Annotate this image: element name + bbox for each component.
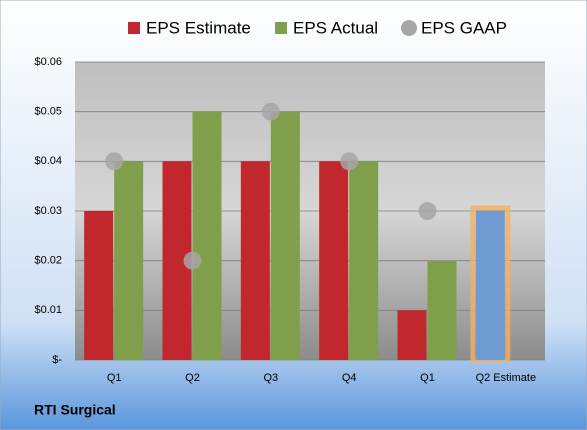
bar	[397, 310, 427, 360]
y-tick-label: $0.02	[34, 255, 62, 267]
legend-label: EPS GAAP	[421, 18, 507, 37]
footer: RTI Surgical	[34, 402, 116, 418]
bar	[270, 111, 300, 361]
gaap-marker	[340, 152, 359, 171]
legend-swatch	[275, 22, 287, 34]
legend-label: EPS Estimate	[146, 18, 251, 37]
x-tick-label: Q3	[263, 372, 278, 384]
y-tick-label: $0.05	[34, 106, 62, 118]
bar	[319, 161, 349, 360]
legend-label: EPS Actual	[293, 18, 378, 37]
y-tick-label: $-	[52, 354, 62, 366]
bar	[84, 211, 114, 360]
legend-swatch	[401, 20, 417, 36]
legend-swatch	[128, 22, 140, 34]
x-tick-label: Q2	[185, 372, 200, 384]
y-tick-label: $0.01	[34, 304, 62, 316]
x-tick-label: Q4	[342, 372, 357, 384]
y-tick-label: $0.03	[34, 205, 62, 217]
bar	[192, 111, 222, 361]
gaap-marker	[105, 152, 124, 171]
bar	[349, 161, 379, 360]
bar	[475, 211, 505, 360]
x-tick-label: Q1	[107, 372, 122, 384]
bar	[427, 260, 457, 360]
x-tick-label: Q2 Estimate	[476, 372, 537, 384]
gaap-marker	[418, 202, 437, 220]
y-tick-label: $0.06	[34, 56, 62, 68]
bar	[114, 161, 144, 360]
bar	[240, 161, 270, 360]
y-tick-label: $0.04	[34, 155, 62, 167]
gaap-marker	[261, 102, 280, 121]
x-tick-label: Q1	[420, 372, 435, 384]
gaap-marker	[183, 251, 202, 270]
